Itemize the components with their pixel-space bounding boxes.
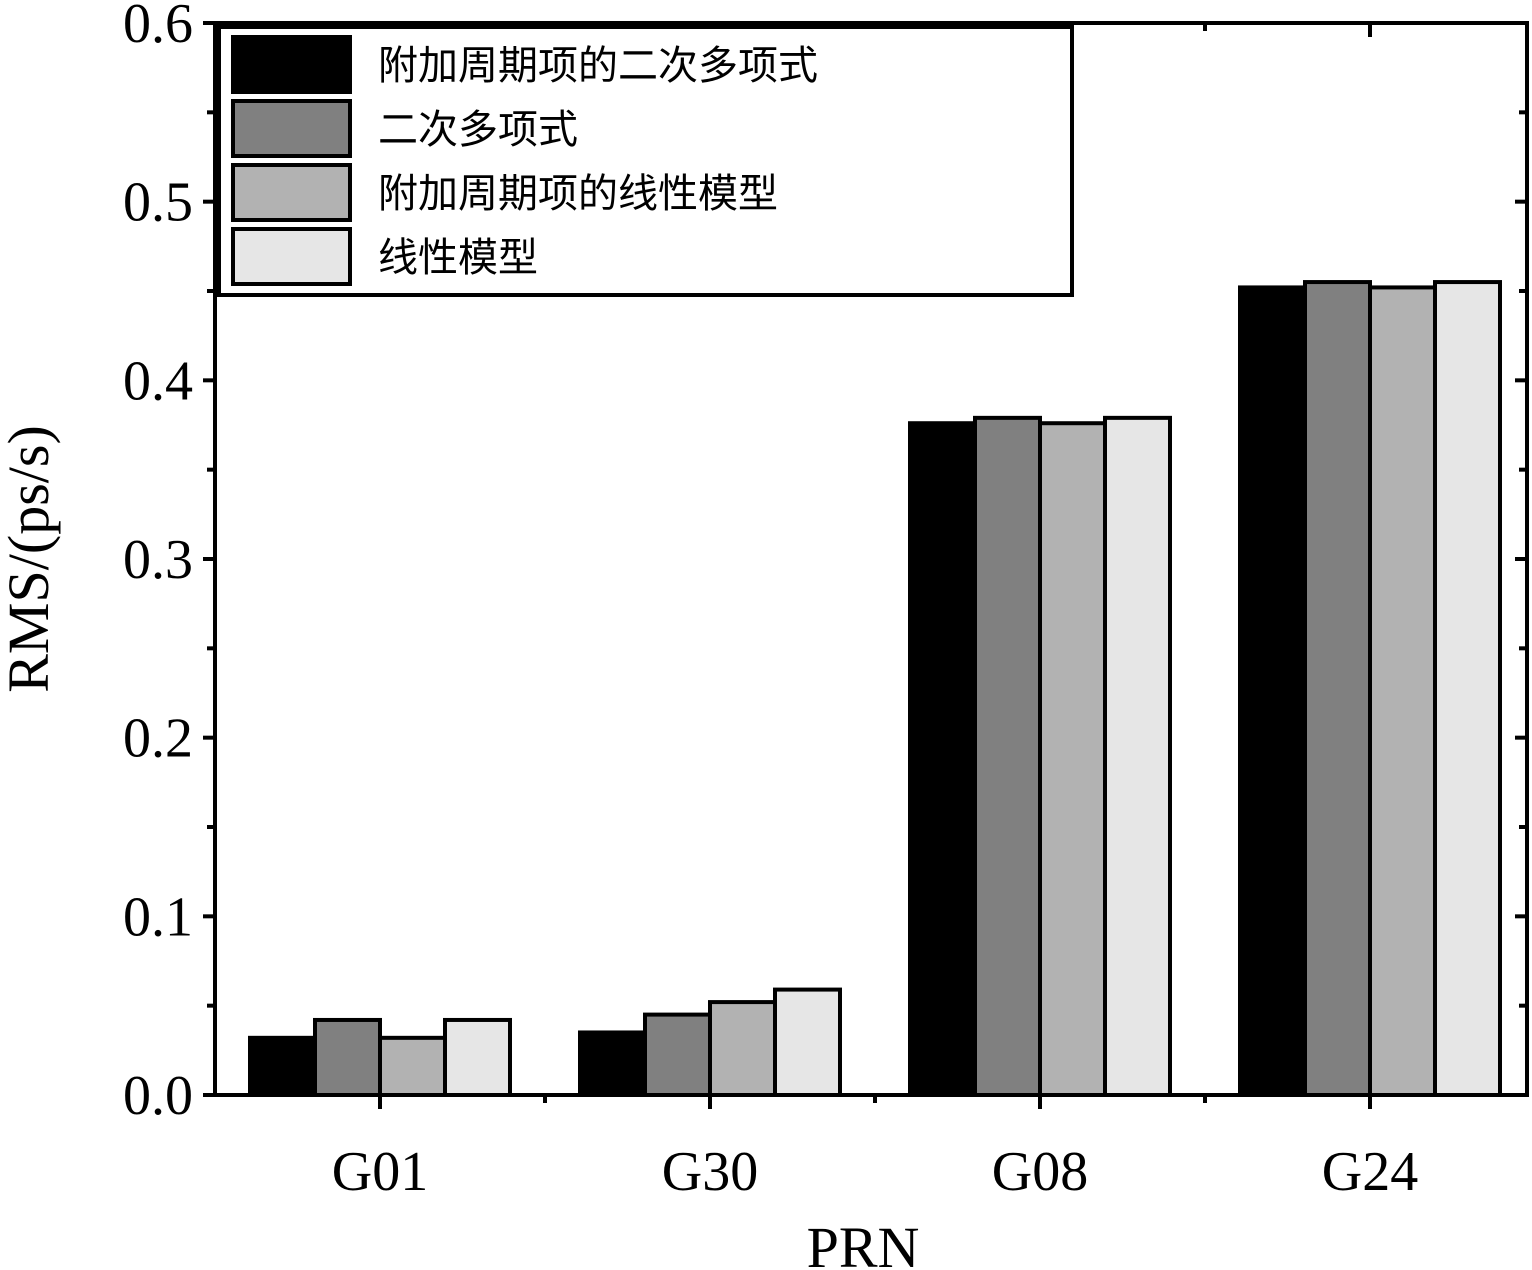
bar xyxy=(443,1017,512,1098)
bar xyxy=(908,421,977,1098)
x-tick-label: G24 xyxy=(1322,1141,1418,1203)
bar xyxy=(313,1017,382,1098)
bar xyxy=(1038,421,1107,1098)
bar xyxy=(248,1035,317,1097)
legend-swatch xyxy=(231,99,352,158)
bar xyxy=(578,1030,647,1098)
bar xyxy=(1103,415,1172,1097)
y-tick-label: 0.3 xyxy=(123,529,193,591)
legend-label: 线性模型 xyxy=(378,235,538,281)
bar xyxy=(643,1012,712,1097)
x-axis-ticks: G01 G30 G08 G24 xyxy=(332,23,1418,1203)
bar xyxy=(973,415,1042,1097)
bar xyxy=(1303,280,1372,1098)
legend-swatch xyxy=(231,163,352,222)
bar xyxy=(708,1000,777,1097)
x-tick-label: G01 xyxy=(332,1141,428,1203)
legend-label: 附加周期项的二次多项式 xyxy=(378,43,818,89)
legend-box xyxy=(217,25,1074,297)
legend-label: 附加周期项的线性模型 xyxy=(378,171,778,217)
bar xyxy=(1433,280,1502,1098)
legend-swatch xyxy=(231,227,352,286)
y-tick-label: 0.0 xyxy=(123,1065,193,1127)
bars-layer xyxy=(248,280,1502,1098)
y-tick-label: 0.2 xyxy=(123,708,193,770)
y-tick-label: 0.5 xyxy=(123,172,193,234)
legend-label: 二次多项式 xyxy=(378,107,578,153)
bar xyxy=(773,987,842,1097)
bar xyxy=(378,1035,447,1097)
bar xyxy=(1238,285,1307,1097)
legend-swatch xyxy=(231,35,352,94)
y-axis-ticks: 0.0 0.1 0.2 0.3 0.4 0.5 0.6 xyxy=(123,0,1527,1127)
bar xyxy=(1368,285,1437,1097)
y-tick-label: 0.6 xyxy=(123,0,193,55)
x-tick-label: G30 xyxy=(662,1141,758,1203)
y-axis-title: RMS/(ps/s) xyxy=(0,425,61,693)
y-tick-label: 0.4 xyxy=(123,350,193,412)
x-axis-title: PRN xyxy=(807,1215,920,1270)
y-tick-label: 0.1 xyxy=(123,886,193,948)
x-tick-label: G08 xyxy=(992,1141,1088,1203)
